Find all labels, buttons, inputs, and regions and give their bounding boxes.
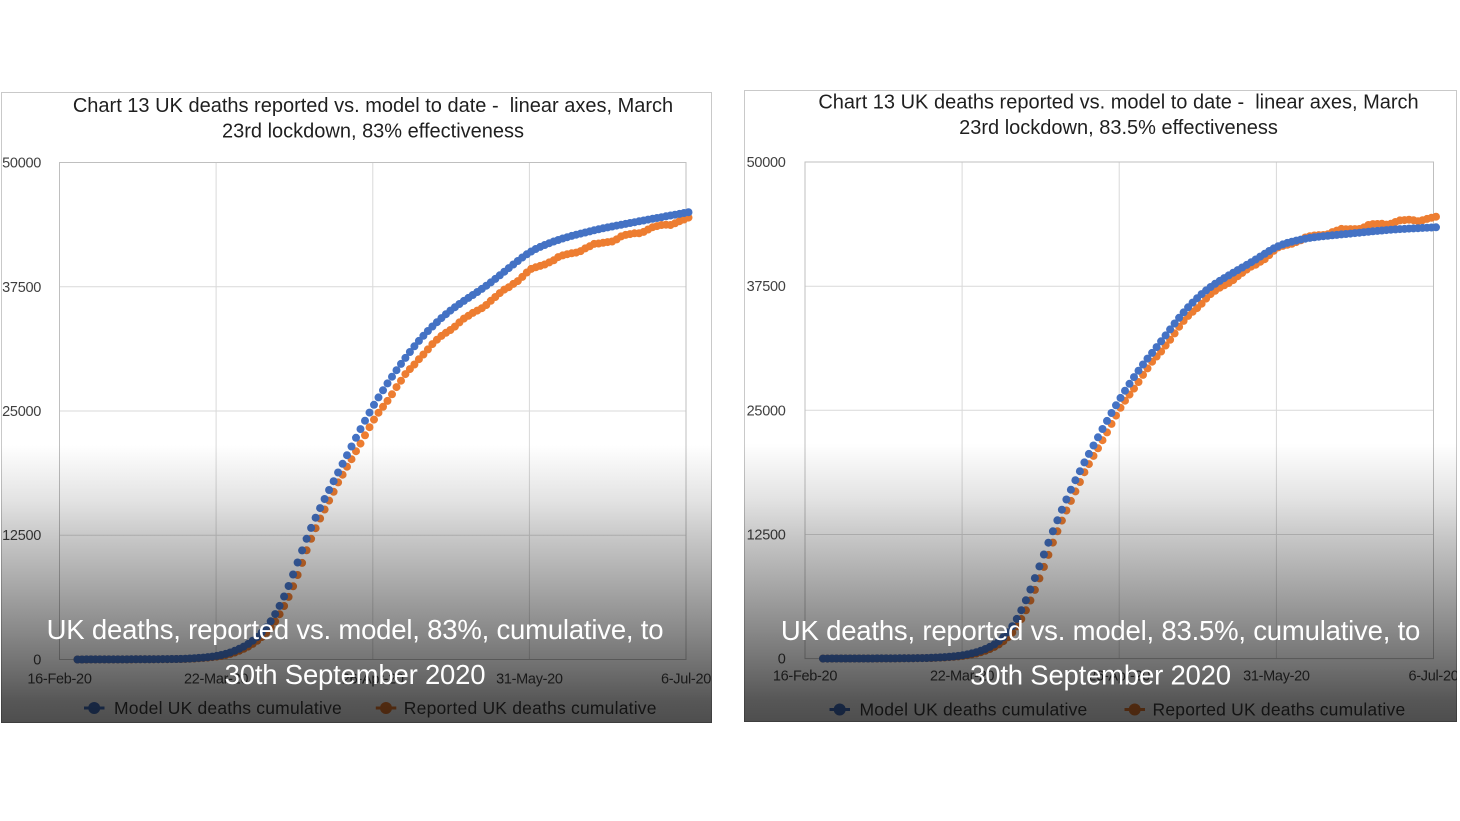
svg-text:UK deaths, reported vs. model,: UK deaths, reported vs. model, 83%, cumu… [47,614,664,645]
svg-text:30th September 2020: 30th September 2020 [970,660,1231,691]
svg-text:30th September 2020: 30th September 2020 [225,659,486,690]
svg-text:UK deaths, reported vs. model,: UK deaths, reported vs. model, 83.5%, cu… [781,615,1420,646]
